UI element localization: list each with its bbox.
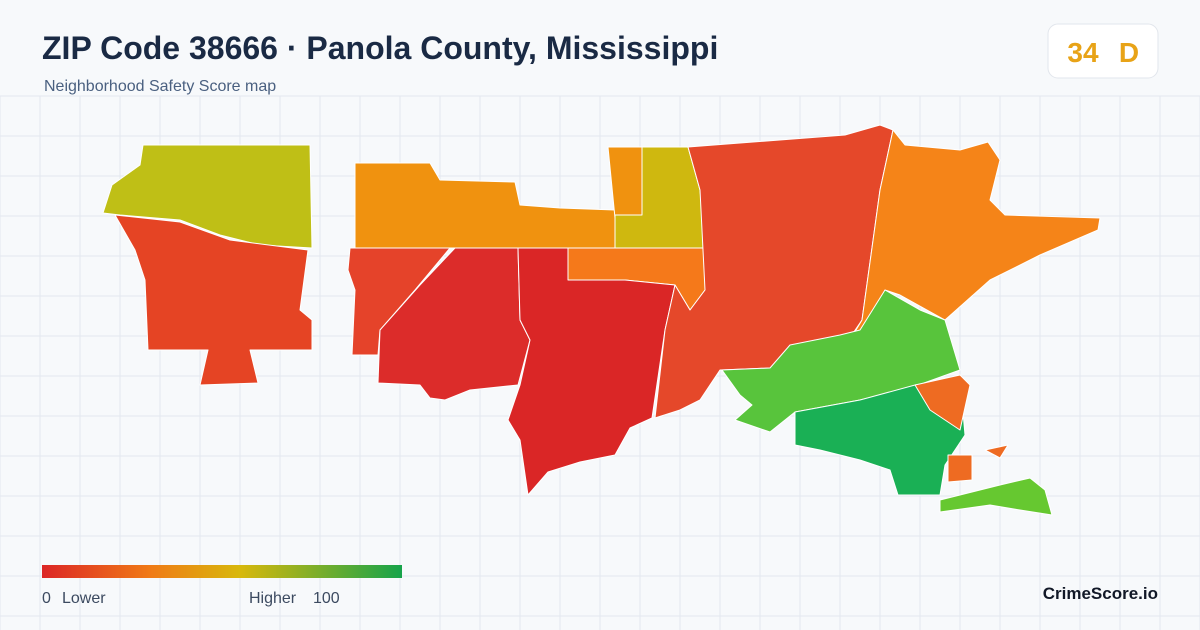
region: [114, 214, 313, 386]
grade: D: [1119, 37, 1139, 68]
region: [947, 454, 973, 483]
legend-min: 0: [42, 590, 51, 607]
region: [939, 477, 1053, 516]
legend-max: 100: [313, 590, 340, 607]
subtitle: Neighborhood Safety Score map: [44, 78, 276, 95]
region: [984, 444, 1009, 459]
score-badge: [1047, 23, 1159, 79]
region: [507, 247, 676, 496]
legend-bar: [42, 565, 402, 578]
map: [102, 124, 1101, 516]
region: [721, 289, 961, 433]
legend-min-label: Lower: [62, 590, 106, 607]
region: [347, 247, 451, 356]
brand: CrimeScore.io: [1043, 584, 1158, 603]
region: [102, 144, 313, 249]
title: ZIP Code 38666 · Panola County, Mississi…: [42, 30, 718, 66]
region: [914, 374, 971, 431]
legend-max-label: Higher: [249, 590, 297, 607]
score: 34: [1067, 37, 1099, 68]
